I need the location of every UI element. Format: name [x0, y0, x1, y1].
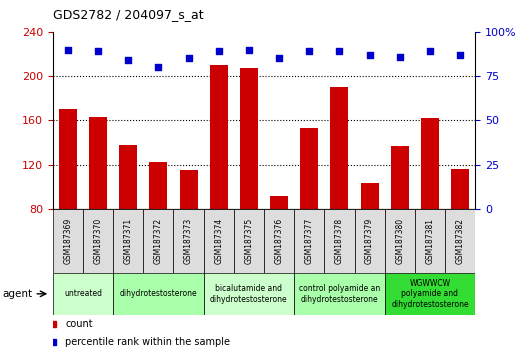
Point — [244, 47, 253, 52]
Bar — [270, 196, 288, 297]
Text: GSM187378: GSM187378 — [335, 218, 344, 264]
Bar — [445, 209, 475, 273]
Point — [184, 56, 193, 61]
Text: bicalutamide and
dihydrotestosterone: bicalutamide and dihydrotestosterone — [210, 284, 288, 303]
Text: GSM187380: GSM187380 — [395, 218, 404, 264]
Text: GSM187374: GSM187374 — [214, 218, 223, 264]
Point — [456, 52, 464, 58]
Text: GDS2782 / 204097_s_at: GDS2782 / 204097_s_at — [53, 8, 203, 21]
Text: GSM187381: GSM187381 — [426, 218, 435, 264]
Bar — [119, 145, 137, 297]
Text: GSM187377: GSM187377 — [305, 218, 314, 264]
Bar — [324, 209, 354, 273]
Bar — [354, 209, 385, 273]
Bar — [415, 209, 445, 273]
Text: GSM187369: GSM187369 — [63, 218, 72, 264]
Bar — [421, 118, 439, 297]
Text: count: count — [65, 319, 93, 329]
Bar — [300, 128, 318, 297]
Bar — [149, 162, 167, 297]
Text: GSM187379: GSM187379 — [365, 218, 374, 264]
Point — [94, 48, 102, 54]
Bar — [143, 209, 174, 273]
Text: agent: agent — [3, 289, 33, 299]
Point — [275, 56, 284, 61]
Text: control polyamide an
dihydrotestosterone: control polyamide an dihydrotestosterone — [299, 284, 380, 303]
Text: GSM187370: GSM187370 — [93, 218, 102, 264]
Point — [335, 48, 344, 54]
Point — [154, 64, 163, 70]
Bar — [53, 273, 113, 315]
Text: GSM187371: GSM187371 — [124, 218, 133, 264]
Bar — [210, 65, 228, 297]
Bar — [59, 109, 77, 297]
Bar — [83, 209, 113, 273]
Bar — [361, 183, 379, 297]
Point — [426, 48, 434, 54]
Text: GSM187372: GSM187372 — [154, 218, 163, 264]
Text: WGWWCW
polyamide and
dihydrotestosterone: WGWWCW polyamide and dihydrotestosterone — [391, 279, 469, 309]
Text: GSM187375: GSM187375 — [244, 218, 253, 264]
Point — [64, 47, 72, 52]
Bar — [180, 170, 197, 297]
Bar — [113, 273, 204, 315]
Text: dihydrotestosterone: dihydrotestosterone — [119, 289, 197, 298]
Bar — [264, 209, 294, 273]
Text: GSM187373: GSM187373 — [184, 218, 193, 264]
Bar — [385, 209, 415, 273]
Text: percentile rank within the sample: percentile rank within the sample — [65, 337, 231, 347]
Bar — [234, 209, 264, 273]
Bar — [113, 209, 143, 273]
Text: untreated: untreated — [64, 289, 102, 298]
Bar — [174, 209, 204, 273]
Point — [365, 52, 374, 58]
Bar — [204, 209, 234, 273]
Bar — [240, 68, 258, 297]
Bar — [451, 169, 469, 297]
Bar — [204, 273, 294, 315]
Text: GSM187376: GSM187376 — [275, 218, 284, 264]
Point — [124, 57, 133, 63]
Point — [305, 48, 314, 54]
Bar — [331, 87, 348, 297]
Bar — [391, 146, 409, 297]
Bar — [294, 209, 324, 273]
Bar — [53, 209, 83, 273]
Bar — [89, 117, 107, 297]
Bar — [385, 273, 475, 315]
Text: GSM187382: GSM187382 — [456, 218, 465, 264]
Point — [214, 48, 223, 54]
Bar — [294, 273, 385, 315]
Point — [395, 54, 404, 59]
